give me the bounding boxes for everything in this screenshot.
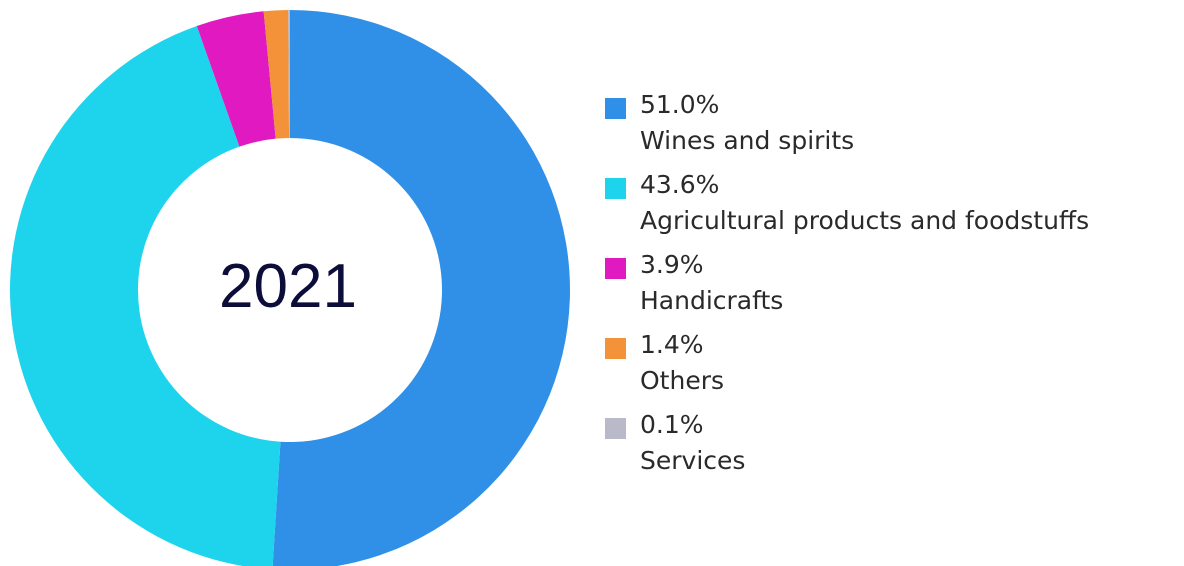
legend-value-wines: 51.0% [640,90,720,119]
legend-swatch-services [605,418,626,439]
legend-value-handicrafts: 3.9% [640,250,704,279]
legend-item-services: 0.1% Services [605,410,1180,490]
legend-item-agricultural: 43.6% Agricultural products and foodstuf… [605,170,1180,250]
donut-slice-handicrafts [196,11,276,147]
legend-item-wines: 51.0% Wines and spirits [605,90,1180,170]
legend-swatch-wines [605,98,626,119]
legend-swatch-handicrafts [605,258,626,279]
legend-swatch-others [605,338,626,359]
legend-label-services: Services [640,446,746,475]
donut-slice-wines [272,10,570,566]
legend-value-others: 1.4% [640,330,704,359]
legend-value-services: 0.1% [640,410,704,439]
donut-slice-others [263,10,290,139]
donut-slice-agricultural [10,25,281,566]
legend-swatch-agricultural [605,178,626,199]
legend-item-others: 1.4% Others [605,330,1180,410]
donut-chart: 2021 [0,0,580,566]
center-year-label: 2021 [219,252,357,321]
legend: 51.0% Wines and spirits 43.6% Agricultur… [605,90,1180,490]
legend-item-handicrafts: 3.9% Handicrafts [605,250,1180,330]
legend-value-agricultural: 43.6% [640,170,720,199]
donut-slices [10,10,570,566]
legend-label-agricultural: Agricultural products and foodstuffs [640,206,1090,235]
legend-label-others: Others [640,366,725,395]
legend-label-handicrafts: Handicrafts [640,286,784,315]
legend-label-wines: Wines and spirits [640,126,855,155]
donut-slice-services [288,10,290,139]
donut-svg: 2021 [10,10,570,566]
